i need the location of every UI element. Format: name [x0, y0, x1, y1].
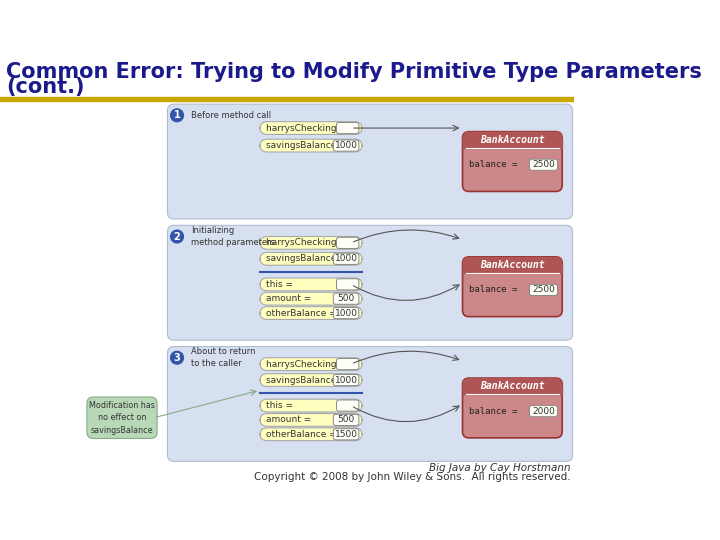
FancyBboxPatch shape [333, 429, 359, 440]
Text: 500: 500 [338, 415, 355, 424]
Text: Before method call: Before method call [192, 111, 271, 120]
Text: Copyright © 2008 by John Wiley & Sons.  All rights reserved.: Copyright © 2008 by John Wiley & Sons. A… [254, 472, 571, 482]
Text: 1500: 1500 [335, 430, 358, 439]
Text: About to return
to the caller: About to return to the caller [192, 347, 256, 368]
FancyBboxPatch shape [336, 237, 359, 248]
FancyBboxPatch shape [529, 406, 557, 417]
Text: Modification has
no effect on
savingsBalance: Modification has no effect on savingsBal… [89, 401, 155, 435]
Text: harrysChecking =: harrysChecking = [266, 360, 347, 369]
Text: amount =: amount = [266, 415, 312, 424]
FancyBboxPatch shape [260, 357, 362, 370]
FancyBboxPatch shape [333, 253, 359, 265]
Text: 3: 3 [174, 353, 181, 363]
FancyBboxPatch shape [336, 123, 359, 133]
FancyBboxPatch shape [333, 140, 359, 151]
Text: Common Error: Trying to Modify Primitive Type Parameters: Common Error: Trying to Modify Primitive… [6, 62, 702, 82]
Text: (cont.): (cont.) [6, 77, 85, 97]
Text: balance =: balance = [469, 407, 517, 416]
FancyBboxPatch shape [333, 293, 359, 305]
Text: 500: 500 [338, 294, 355, 303]
FancyBboxPatch shape [260, 399, 362, 412]
FancyBboxPatch shape [462, 378, 562, 438]
Bar [462, 386, 562, 394]
FancyBboxPatch shape [87, 397, 157, 438]
Circle shape [171, 230, 184, 243]
FancyBboxPatch shape [336, 279, 359, 290]
Bar [0, 55, 574, 96]
Text: savingsBalance =: savingsBalance = [266, 254, 347, 264]
FancyBboxPatch shape [529, 159, 557, 170]
FancyBboxPatch shape [260, 122, 362, 134]
Text: 1: 1 [174, 110, 181, 120]
Text: otherBalance =: otherBalance = [266, 430, 337, 439]
Circle shape [171, 109, 184, 122]
Bar [0, 97, 574, 101]
FancyBboxPatch shape [260, 253, 362, 265]
FancyBboxPatch shape [462, 257, 562, 273]
Text: otherBalance =: otherBalance = [266, 308, 337, 318]
FancyBboxPatch shape [529, 285, 557, 295]
Text: savingsBalance =: savingsBalance = [266, 375, 347, 384]
FancyBboxPatch shape [260, 374, 362, 387]
Bar [462, 140, 562, 147]
Text: 1000: 1000 [335, 254, 358, 264]
FancyBboxPatch shape [260, 307, 362, 320]
FancyBboxPatch shape [260, 292, 362, 305]
Text: 2500: 2500 [532, 286, 555, 294]
FancyBboxPatch shape [333, 374, 359, 386]
Text: 1000: 1000 [335, 308, 358, 318]
FancyBboxPatch shape [168, 104, 572, 219]
FancyBboxPatch shape [333, 414, 359, 426]
Text: balance =: balance = [469, 160, 517, 169]
FancyBboxPatch shape [336, 400, 359, 411]
Text: BankAccount: BankAccount [480, 260, 544, 270]
Circle shape [171, 352, 184, 364]
Text: harrysChecking =: harrysChecking = [266, 124, 347, 132]
FancyBboxPatch shape [333, 307, 359, 319]
FancyBboxPatch shape [336, 359, 359, 370]
Text: BankAccount: BankAccount [480, 134, 544, 145]
Text: Initializing
method parameters: Initializing method parameters [192, 226, 275, 247]
Text: 2: 2 [174, 232, 181, 241]
Text: balance =: balance = [469, 286, 517, 294]
FancyBboxPatch shape [168, 225, 572, 340]
FancyBboxPatch shape [260, 139, 362, 152]
Text: 1000: 1000 [335, 375, 358, 384]
Bar [462, 265, 562, 273]
Text: BankAccount: BankAccount [480, 381, 544, 391]
Text: this =: this = [266, 280, 293, 289]
FancyBboxPatch shape [260, 414, 362, 426]
FancyBboxPatch shape [260, 428, 362, 441]
FancyBboxPatch shape [260, 237, 362, 249]
Text: savingsBalance =: savingsBalance = [266, 141, 347, 150]
FancyBboxPatch shape [168, 347, 572, 461]
Text: 1000: 1000 [335, 141, 358, 150]
Text: 2500: 2500 [532, 160, 555, 169]
FancyBboxPatch shape [462, 132, 562, 192]
Text: 2000: 2000 [532, 407, 555, 416]
FancyBboxPatch shape [462, 132, 562, 147]
FancyBboxPatch shape [462, 257, 562, 316]
Text: amount =: amount = [266, 294, 312, 303]
Text: Big Java by Cay Horstmann: Big Java by Cay Horstmann [429, 463, 571, 472]
FancyBboxPatch shape [462, 378, 562, 394]
FancyBboxPatch shape [260, 278, 362, 291]
Text: harrysChecking =: harrysChecking = [266, 238, 347, 247]
Text: this =: this = [266, 401, 293, 410]
